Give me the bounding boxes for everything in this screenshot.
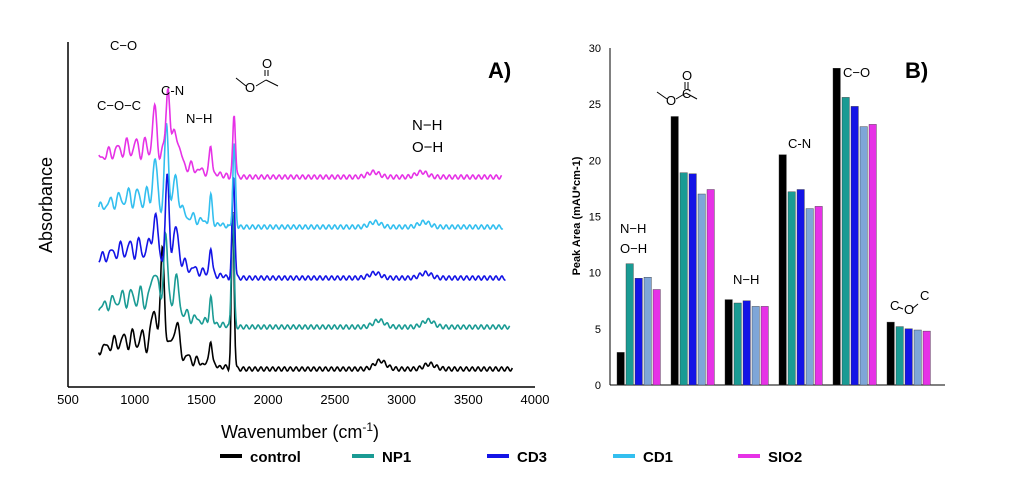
label-n-h-broad: N−H [412, 117, 442, 134]
bar-np1-5 [895, 326, 904, 386]
x-tick-label: 3500 [454, 392, 483, 407]
bar-sio2-4 [868, 124, 877, 386]
x-tick-label: 1500 [187, 392, 216, 407]
ester-o-top-label-b: O [682, 68, 692, 83]
group-label-oh: O−H [620, 241, 647, 256]
y-tick-label-b: 15 [589, 212, 601, 224]
bar-control-2 [724, 299, 733, 386]
bar-control-3 [778, 154, 787, 386]
panel-label-a: A) [488, 58, 511, 83]
bar-cd1-0 [643, 277, 652, 386]
ester-o-top-label: O [262, 56, 272, 71]
ester-c-label-b: C [682, 86, 691, 101]
ester-structure-icon [235, 70, 279, 87]
y-tick-label-b: 5 [595, 324, 601, 336]
bar-cd3-4 [850, 106, 859, 386]
y-axis-label-b: Peak Area (mAU*cm-1) [571, 156, 583, 275]
series-line-cd3 [98, 173, 506, 281]
legend-label-cd1: CD1 [643, 449, 673, 466]
bar-cd3-1 [688, 173, 697, 386]
label-o-h-broad: O−H [412, 139, 443, 156]
ester-o-label-b: O [666, 93, 676, 108]
bar-sio2-3 [814, 206, 823, 386]
bar-control-4 [832, 67, 841, 386]
bar-cd1-5 [913, 329, 922, 386]
panel-label-b: B) [905, 58, 928, 83]
ester-structure-icon-b [656, 82, 698, 100]
legend-label-control: control [250, 449, 301, 466]
bar-cd1-2 [751, 306, 760, 386]
svg-text:C: C [920, 288, 929, 303]
bar-control-5 [886, 321, 895, 386]
x-tick-label: 4000 [521, 392, 550, 407]
y-axis-label: Absorbance [36, 157, 56, 253]
ester-o-label: O [245, 80, 255, 95]
bar-cd1-3 [805, 208, 814, 386]
legend: control NP1 CD3 CD1 SIO2 [220, 449, 802, 466]
bar-np1-0 [625, 263, 634, 386]
x-tick-label: 1000 [120, 392, 149, 407]
label-n-h: N−H [186, 111, 212, 126]
group-label-co: C−O [843, 65, 870, 80]
legend-label-sio2: SIO2 [768, 449, 802, 466]
x-axis-label: Wavenumber (cm-1) [221, 420, 379, 442]
y-tick-label-b: 0 [595, 380, 601, 392]
x-tick-label: 2000 [254, 392, 283, 407]
bar-sio2-0 [652, 289, 661, 386]
spectra-panel: 500 1000 1500 2000 2500 3000 3500 4000 A) Absor… [36, 38, 549, 442]
svg-text:C: C [890, 298, 899, 313]
svg-text:O: O [904, 302, 914, 317]
bar-sio2-1 [706, 189, 715, 386]
bar-np1-4 [841, 97, 850, 386]
bar-cd3-3 [796, 189, 805, 386]
y-tick-label-b: 25 [589, 99, 601, 111]
bar-np1-2 [733, 302, 742, 386]
bar-np1-3 [787, 191, 796, 386]
ether-structure-icon-b: C O C [890, 288, 929, 317]
bar-control-0 [616, 352, 625, 386]
y-tick-label-b: 20 [589, 155, 601, 167]
bar-cd3-5 [904, 328, 913, 386]
bar-cd1-1 [697, 193, 706, 386]
series-line-sio2 [98, 88, 503, 180]
y-tick-label-b: 30 [589, 43, 601, 55]
bar-control-1 [670, 116, 679, 386]
bar-panel: 0 5 10 15 20 25 30 B) Peak Area (mAU*cm-1) N−H… [571, 43, 945, 392]
label-c-o-c: C−O−C [97, 98, 141, 113]
group-label-cn: C-N [788, 136, 811, 151]
label-c-o: C−O [110, 38, 137, 53]
group-label-nh-2: N−H [733, 272, 759, 287]
bar-cd3-2 [742, 300, 751, 386]
x-tick-label: 3000 [387, 392, 416, 407]
x-tick-label: 2500 [320, 392, 349, 407]
legend-label-cd3: CD3 [517, 449, 547, 466]
bar-sio2-2 [760, 306, 769, 386]
legend-label-np1: NP1 [382, 449, 411, 466]
series-line-np1 [97, 213, 511, 331]
bar-cd3-0 [634, 278, 643, 386]
label-c-n: C-N [161, 83, 184, 98]
bar-np1-1 [679, 172, 688, 386]
x-tick-label: 500 [57, 392, 79, 407]
y-tick-label-b: 10 [589, 268, 601, 280]
bar-cd1-4 [859, 126, 868, 386]
bar-sio2-5 [922, 330, 931, 386]
series-line-control [97, 212, 514, 373]
group-label-nh: N−H [620, 221, 646, 236]
